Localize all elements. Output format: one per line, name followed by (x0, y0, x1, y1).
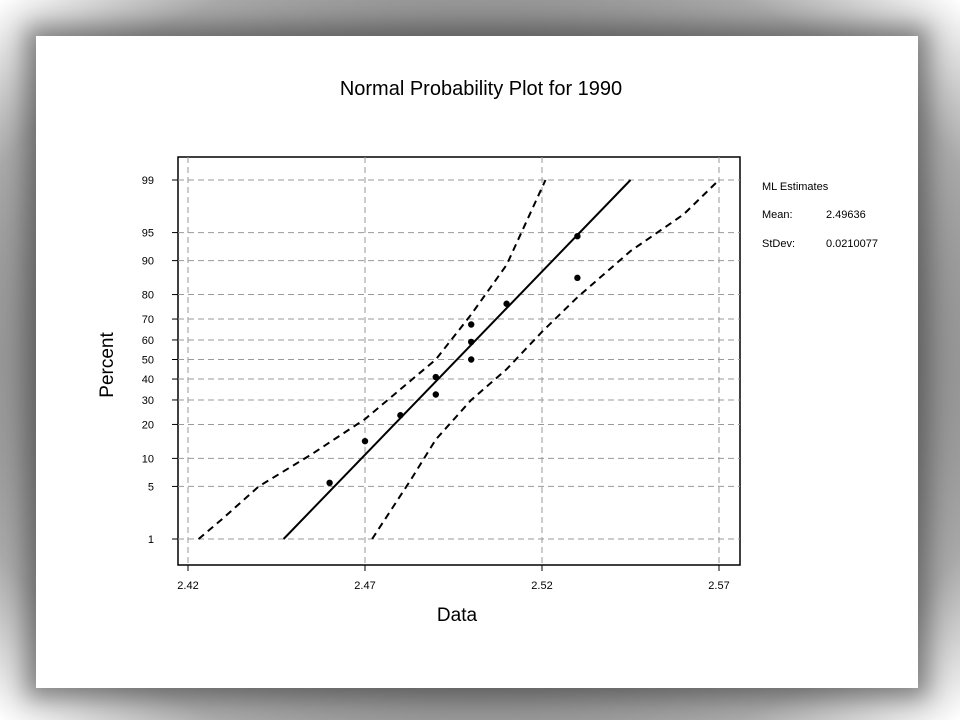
y-tick-label: 5 (148, 481, 154, 493)
data-point (468, 338, 475, 346)
data-point (503, 300, 510, 307)
legend-mean-label: Mean: (762, 209, 793, 221)
y-tick-label: 1 (148, 534, 154, 546)
x-tick-label: 2.57 (708, 580, 729, 592)
legend-stdev-value: 0.0210077 (826, 238, 878, 250)
x-tick-label: 2.47 (354, 580, 375, 592)
data-point (574, 274, 581, 282)
y-tick-label: 99 (142, 175, 154, 187)
y-tick-label: 50 (142, 355, 154, 367)
data-point (361, 437, 369, 445)
legend-stdev-label: StDev: (762, 238, 795, 250)
y-axis-label: Percent (97, 332, 118, 398)
y-tick-labels: 1 5 10 20 30 40 50 60 70 80 90 95 99 (142, 175, 178, 546)
data-point (468, 356, 475, 363)
data-point (432, 391, 439, 398)
y-tick-label: 70 (142, 314, 154, 326)
y-tick-label: 60 (142, 335, 154, 347)
y-tick-label: 40 (142, 374, 154, 386)
data-point (432, 373, 439, 381)
fit-line (282, 179, 632, 540)
x-tick-labels: 2.42 2.47 2.52 2.57 (177, 565, 730, 592)
chart-title: Normal Probability Plot for 1990 (340, 78, 622, 100)
x-tick-label: 2.42 (177, 580, 198, 592)
data-point (326, 479, 333, 487)
y-tick-label: 95 (142, 228, 154, 240)
fit-line-group (282, 179, 632, 540)
plot-frame (177, 156, 741, 566)
confidence-band-left (197, 179, 547, 540)
y-tick-label: 20 (142, 419, 154, 431)
data-point (397, 412, 404, 419)
data-points (326, 232, 581, 487)
probability-plot: 1 5 10 20 30 40 50 60 70 80 90 95 99 2.42 2.47 2.52 2.5… (97, 78, 878, 626)
y-tick-label: 80 (142, 290, 154, 302)
legend-heading: ML Estimates (762, 181, 829, 193)
data-point (574, 232, 581, 240)
confidence-band-right (371, 179, 720, 540)
grid (178, 157, 740, 565)
y-tick-label: 90 (142, 256, 154, 268)
x-axis-label: Data (437, 605, 478, 626)
x-tick-label: 2.52 (531, 580, 552, 592)
legend-mean-value: 2.49636 (826, 209, 866, 221)
y-tick-label: 30 (142, 395, 154, 407)
confidence-bands (197, 179, 720, 540)
legend: ML Estimates Mean: 2.49636 StDev: 0.0210… (762, 181, 878, 250)
data-point (468, 321, 475, 328)
slide: 1 5 10 20 30 40 50 60 70 80 90 95 99 2.42 2.47 2.52 2.5… (36, 36, 918, 688)
y-tick-label: 10 (142, 453, 154, 465)
